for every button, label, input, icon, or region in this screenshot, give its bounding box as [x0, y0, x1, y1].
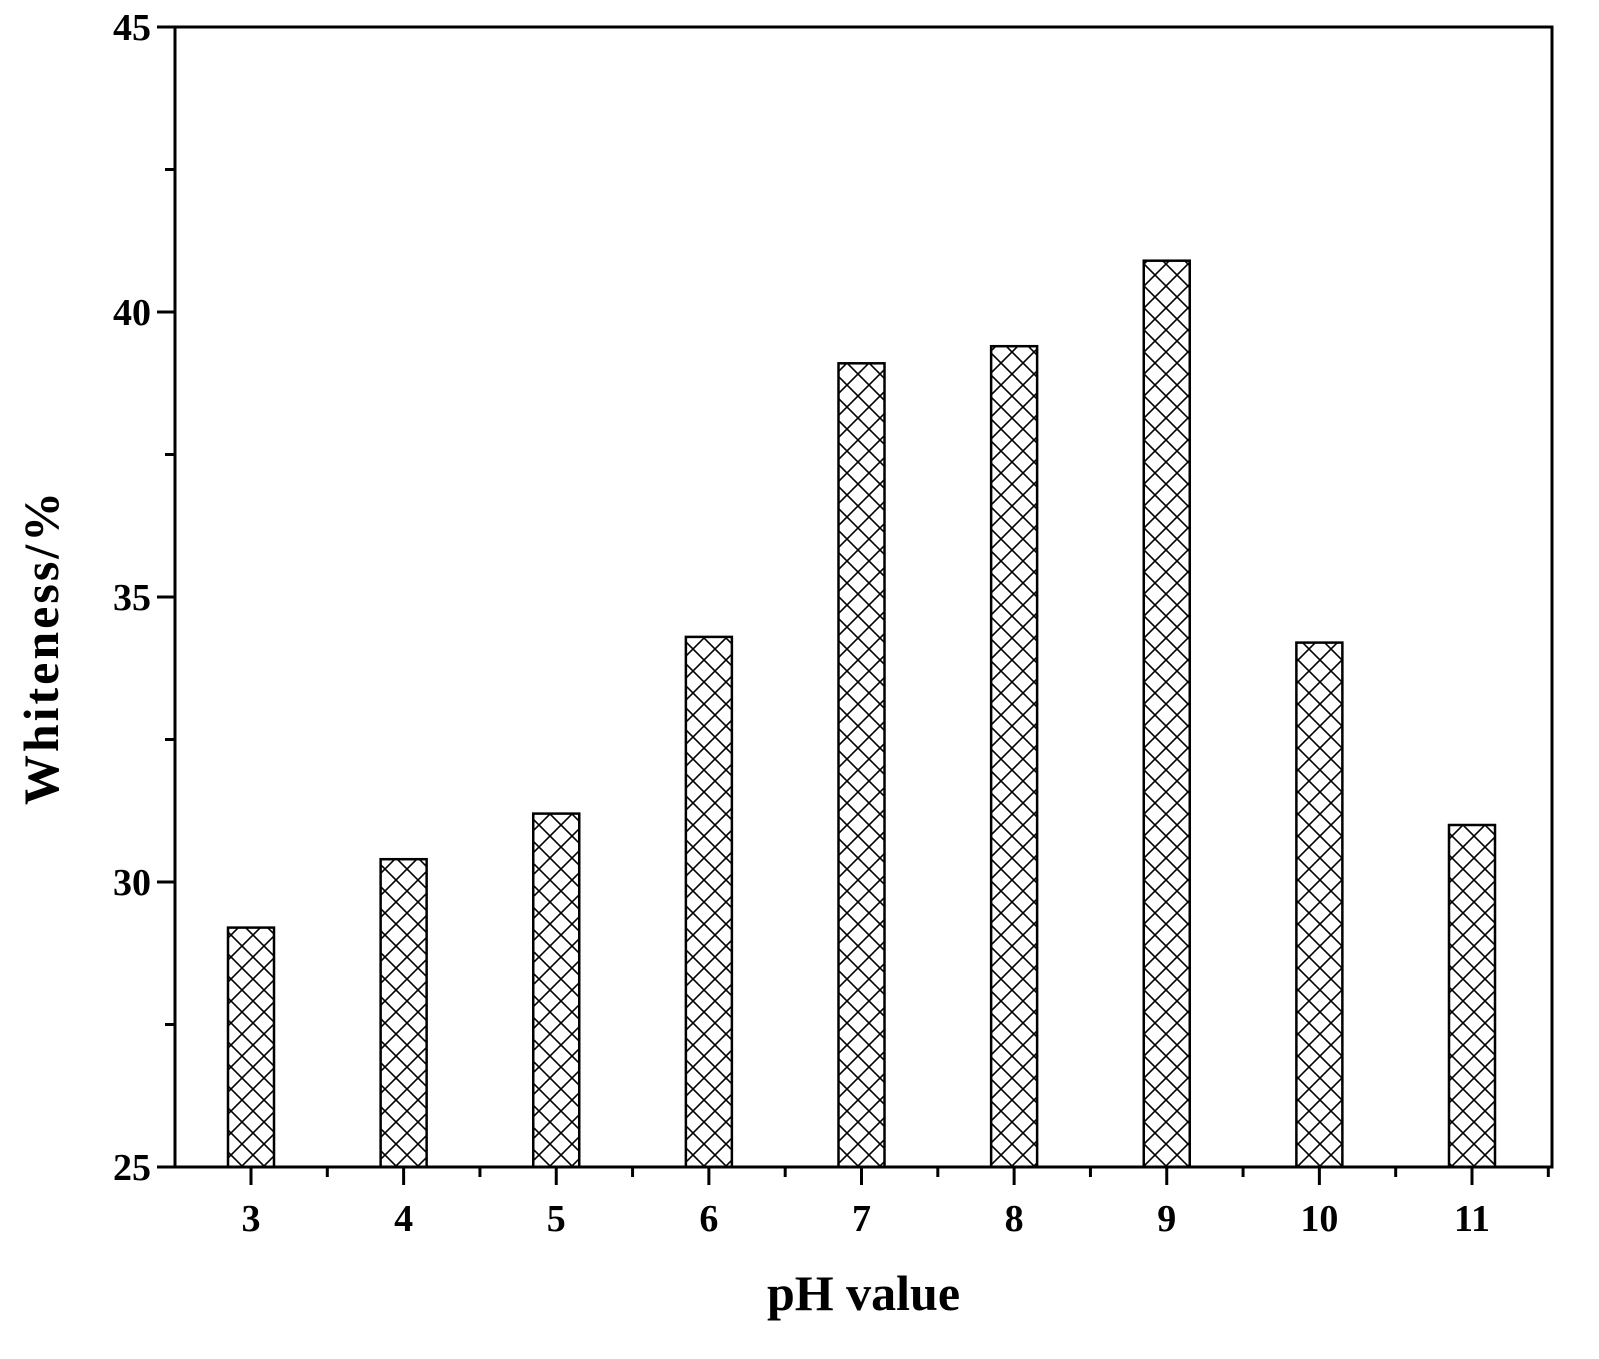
bar-ph-3 — [226, 926, 276, 1169]
x-tick-label: 9 — [1157, 1198, 1176, 1240]
bar-ph-10 — [1295, 641, 1344, 1169]
bar-ph-4 — [379, 857, 428, 1169]
bar-ph-7 — [837, 362, 886, 1169]
bar-ph-8 — [989, 344, 1039, 1169]
x-axis-title: pH value — [767, 1265, 960, 1321]
bar-ph-5 — [532, 812, 581, 1169]
y-tick-label: 25 — [113, 1147, 151, 1189]
y-tick-label: 30 — [113, 862, 151, 904]
y-tick-label: 35 — [113, 577, 151, 619]
x-tick-label: 8 — [1005, 1198, 1024, 1240]
x-tick-label: 10 — [1300, 1198, 1338, 1240]
bars-layer — [226, 259, 1497, 1169]
x-tick-label: 11 — [1454, 1198, 1490, 1240]
x-tick-label: 3 — [242, 1198, 261, 1240]
bar-ph-9 — [1142, 259, 1191, 1169]
y-axis-title: Whiteness/% — [13, 489, 69, 805]
bar-ph-6 — [684, 635, 734, 1169]
x-tick-label: 5 — [547, 1198, 566, 1240]
y-tick-label: 45 — [113, 7, 151, 49]
x-tick-label: 6 — [699, 1198, 718, 1240]
x-tick-label: 7 — [852, 1198, 871, 1240]
y-tick-label: 40 — [113, 292, 151, 334]
bar-ph-11 — [1447, 823, 1497, 1169]
x-tick-label: 4 — [394, 1198, 413, 1240]
